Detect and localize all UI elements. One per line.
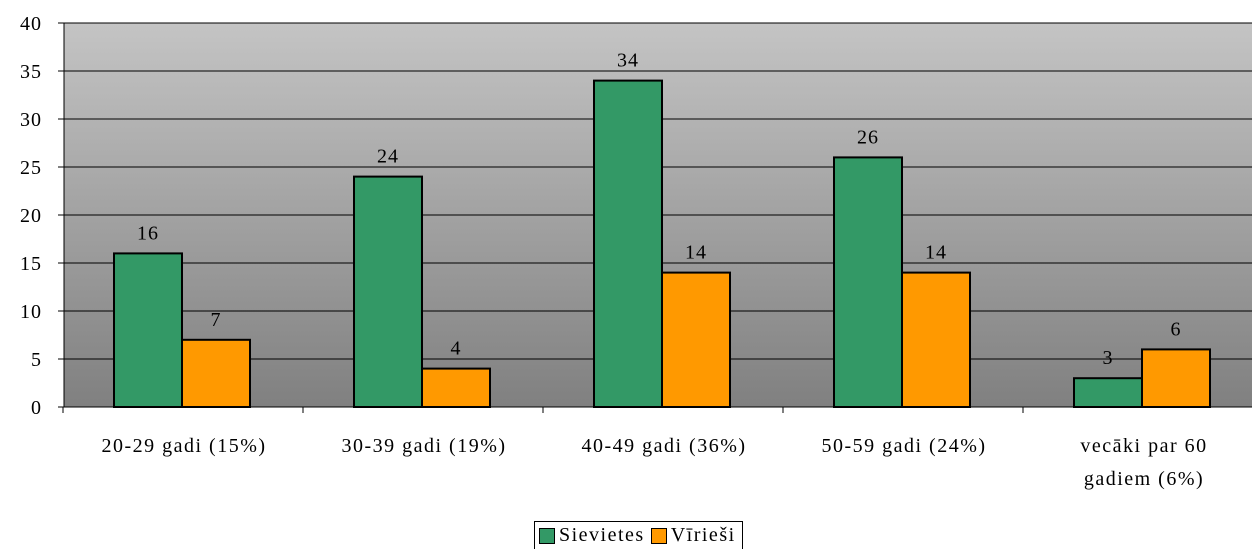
bar-series-0 <box>353 175 423 408</box>
x-axis-category-labels: 20-29 gadi (15%) 30-39 gadi (19%) 40-49 ga… <box>101 435 1207 490</box>
bar-series-1 <box>661 271 731 408</box>
legend-label-series-0: Sievietes <box>559 524 645 546</box>
bar-series-1 <box>181 338 251 408</box>
data-label-series-1: 7 <box>211 309 222 331</box>
y-axis-tick-labels: 0 5 10 15 20 25 30 35 40 <box>20 13 42 419</box>
data-label-series-0: 26 <box>857 126 879 148</box>
legend: Sievietes Vīrieši <box>534 521 743 549</box>
data-label-series-1: 14 <box>685 242 707 264</box>
x-category-label: vecāki par 60 <box>1080 435 1207 457</box>
axes <box>58 22 1252 413</box>
bars <box>113 79 1211 409</box>
y-tick-label: 20 <box>20 205 42 227</box>
bar-series-1 <box>901 271 971 408</box>
legend-item-series-0: Sievietes <box>539 524 645 547</box>
bar-series-0 <box>1073 377 1143 409</box>
bar-series-1 <box>1141 348 1211 408</box>
y-tick-label: 5 <box>31 349 42 371</box>
y-tick-label: 30 <box>20 109 42 131</box>
x-category-label: 40-49 gadi (36%) <box>581 435 746 457</box>
y-tick-label: 35 <box>20 61 42 83</box>
legend-swatch-series-0 <box>539 527 555 544</box>
data-label-series-0: 24 <box>377 146 399 168</box>
data-label-series-1: 4 <box>451 338 462 360</box>
data-label-series-1: 6 <box>1171 318 1182 340</box>
x-category-label: 50-59 gadi (24%) <box>821 435 986 457</box>
data-label-series-1: 14 <box>925 242 947 264</box>
legend-label-series-1: Vīrieši <box>670 524 736 546</box>
bar-series-0 <box>113 252 183 408</box>
y-tick-label: 10 <box>20 301 42 323</box>
legend-item-series-1: Vīrieši <box>650 524 736 547</box>
y-tick-label: 25 <box>20 157 42 179</box>
y-tick-label: 15 <box>20 253 42 275</box>
data-label-series-0: 3 <box>1103 347 1114 369</box>
bar-series-1 <box>421 367 491 409</box>
bar-series-0 <box>593 79 663 408</box>
data-label-series-0: 34 <box>617 50 639 72</box>
x-category-label: gadiem (6%) <box>1084 468 1204 490</box>
x-category-label: 30-39 gadi (19%) <box>341 435 506 457</box>
data-labels: 16 24 34 26 3 7 4 14 14 6 <box>137 50 1182 370</box>
x-category-label: 20-29 gadi (15%) <box>101 435 266 457</box>
bar-series-0 <box>833 156 903 408</box>
y-tick-label: 40 <box>20 13 42 35</box>
data-label-series-0: 16 <box>137 222 159 244</box>
legend-swatch-series-1 <box>650 527 667 544</box>
y-tick-label: 0 <box>31 397 42 419</box>
